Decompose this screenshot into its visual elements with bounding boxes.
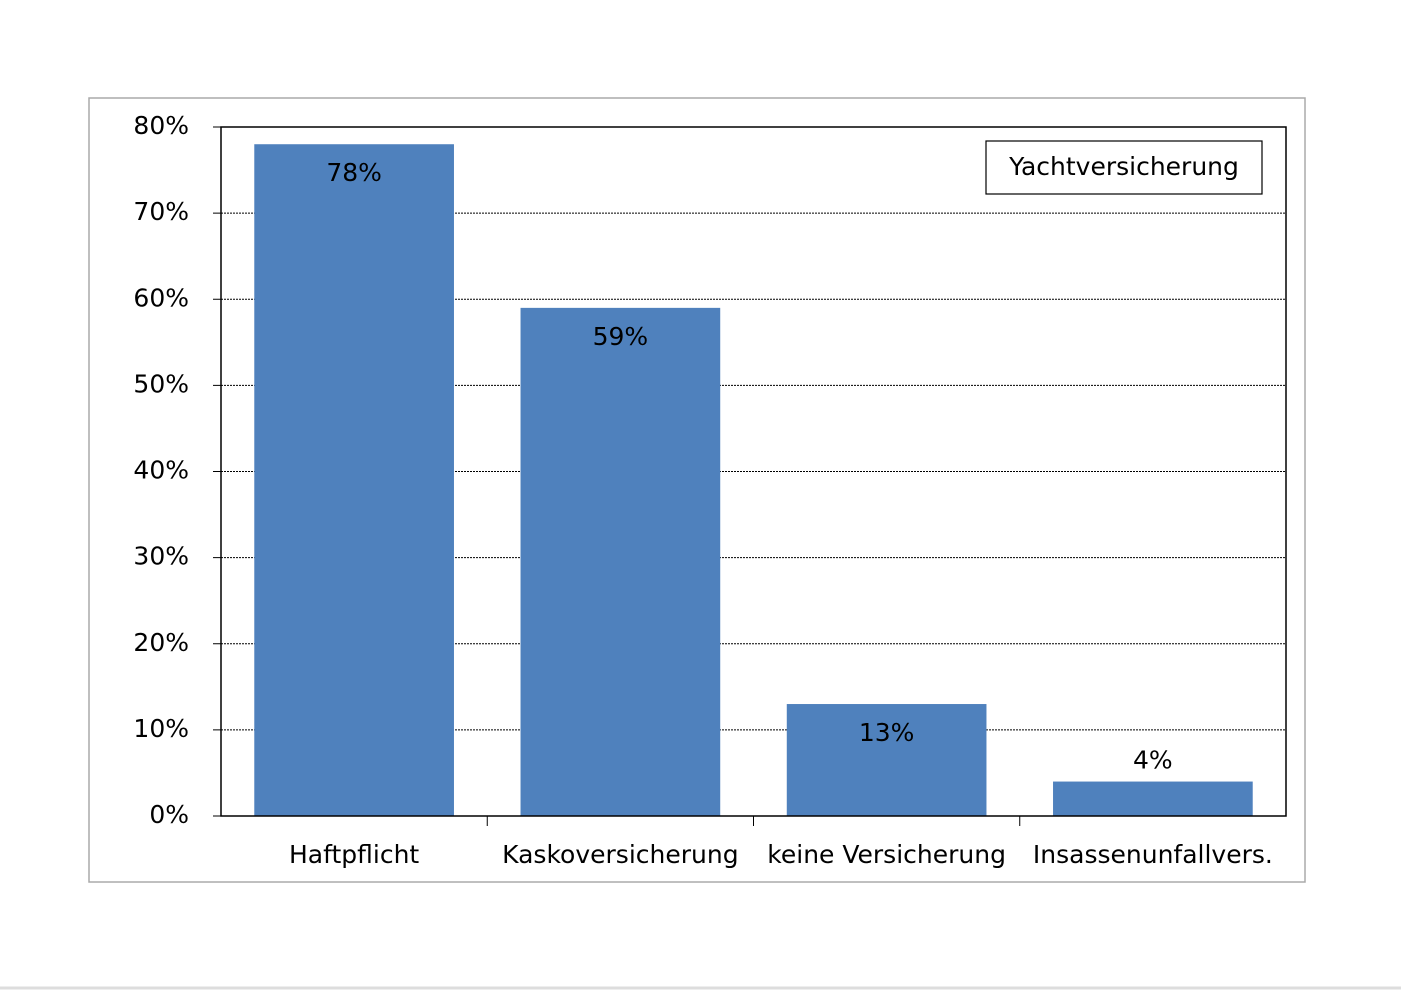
bar: [520, 307, 721, 816]
x-tick-label: keine Versicherung: [767, 840, 1006, 869]
y-tick-label: 40%: [133, 456, 189, 485]
bar: [786, 704, 987, 816]
data-label: 59%: [593, 322, 649, 351]
y-tick-label: 0%: [149, 800, 189, 829]
y-tick-label: 60%: [133, 283, 189, 312]
x-tick-label: Haftpflicht: [289, 840, 419, 869]
y-tick-label: 20%: [133, 628, 189, 657]
x-tick-label: Kaskoversicherung: [502, 840, 738, 869]
data-label: 13%: [859, 718, 915, 747]
legend-box: [985, 140, 1263, 195]
bar: [1053, 781, 1253, 816]
data-label: 78%: [326, 158, 382, 187]
y-tick-label: 30%: [133, 542, 189, 571]
y-tick-label: 50%: [133, 369, 189, 398]
y-tick-label: 80%: [133, 111, 189, 140]
plot-border: [220, 126, 1287, 817]
x-tick-label: Insassenunfallvers.: [1033, 840, 1273, 869]
data-label: 4%: [1133, 746, 1173, 775]
y-tick-label: 10%: [133, 714, 189, 743]
legend-label: Yachtversicherung: [1008, 152, 1239, 181]
bar: [254, 144, 454, 817]
y-tick-label: 70%: [133, 197, 189, 226]
